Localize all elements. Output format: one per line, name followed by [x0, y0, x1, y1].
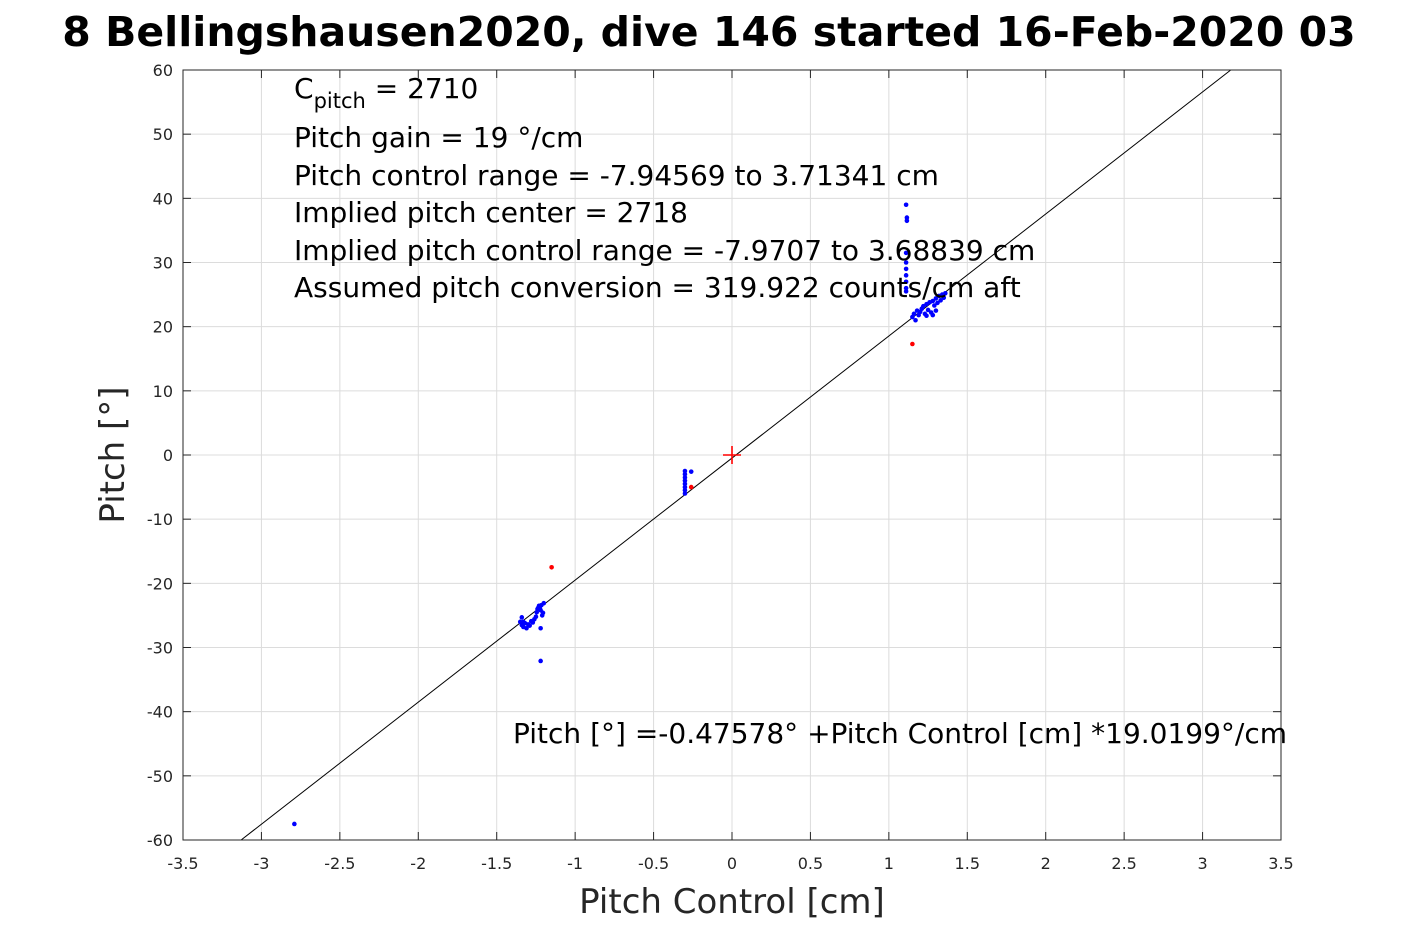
x-tick-label: 0 [727, 854, 737, 873]
data-point [541, 600, 547, 606]
data-point [903, 260, 909, 265]
chart-title: 8 Bellingshausen2020, dive 146 started 1… [62, 8, 1355, 56]
x-axis-label: Pitch Control [cm] [579, 882, 885, 922]
fit-equation-annotation: Pitch [°] =-0.47578° +Pitch Control [cm]… [513, 717, 1287, 750]
data-point [688, 469, 694, 474]
c-pitch-prefix: C [294, 72, 314, 105]
annotation-implied-pitch-center: Implied pitch center = 2718 [294, 196, 688, 229]
data-point [533, 614, 539, 619]
y-tick-label: -20 [147, 574, 173, 593]
x-tick-label: 2.5 [1111, 854, 1136, 873]
data-point [930, 298, 936, 304]
data-point [903, 202, 909, 208]
data-point [933, 308, 939, 313]
data-point [925, 307, 931, 313]
y-tick-label: 40 [153, 189, 173, 208]
annotation-implied-pitch-control-range: Implied pitch control range = -7.9707 to… [294, 234, 1035, 267]
x-tick-labels: -3.5 -3 -2.5 -2 -1.5 -1 -0.5 0 0.5 1 1.5 2 2.5 3 3.5 [167, 854, 1293, 873]
data-point [903, 279, 909, 285]
data-point [938, 298, 943, 303]
data-point [538, 625, 543, 631]
data-point [903, 273, 909, 278]
y-tick-label: 60 [153, 61, 173, 80]
x-tick-label: 0.5 [798, 854, 823, 873]
x-tick-label: 1.5 [955, 854, 980, 873]
data-points-group [292, 202, 948, 827]
c-pitch-annotation: Cpitch = 2710 [294, 72, 478, 113]
y-tick-label: -30 [147, 639, 173, 658]
data-point [932, 303, 937, 308]
data-point [682, 468, 688, 474]
data-point [521, 619, 526, 625]
x-tick-label: -3 [253, 854, 269, 873]
data-point [524, 625, 529, 631]
annotation-pitch-gain: Pitch gain = 19 °/cm [294, 121, 583, 154]
x-tick-label: -0.5 [638, 854, 669, 873]
data-point [682, 471, 688, 477]
x-tick-label: 2 [1041, 854, 1051, 873]
y-tick-labels: -60 -50 -40 -30 -20 -10 0 10 20 30 40 50 60 [147, 61, 173, 850]
data-point [688, 484, 694, 490]
data-point [933, 296, 939, 301]
data-point [941, 295, 947, 301]
data-point [904, 218, 910, 224]
data-point [911, 311, 917, 317]
data-point [682, 481, 688, 487]
x-tick-label: -1.5 [481, 854, 512, 873]
data-point [682, 484, 688, 490]
data-point [935, 300, 940, 306]
y-tick-label: 10 [153, 382, 173, 401]
data-point [924, 313, 929, 319]
y-tick-label: 0 [163, 446, 173, 465]
y-tick-label: 30 [153, 254, 173, 273]
data-point [682, 478, 688, 483]
x-tick-label: 3.5 [1268, 854, 1293, 873]
data-point [540, 610, 546, 616]
axis-ticks [182, 69, 1282, 841]
data-point [904, 215, 910, 220]
data-point [903, 285, 909, 291]
data-point [682, 487, 688, 493]
data-point [903, 266, 909, 272]
x-tick-label: 3 [1197, 854, 1207, 873]
x-tick-label: -2.5 [324, 854, 355, 873]
data-point [910, 341, 915, 347]
y-tick-label: 50 [153, 125, 173, 144]
data-point [903, 250, 909, 256]
x-tick-label: -2 [410, 854, 426, 873]
x-tick-label: -3.5 [167, 854, 198, 873]
y-tick-label: -50 [147, 767, 173, 786]
data-point [527, 623, 532, 628]
data-point [519, 615, 525, 620]
y-axis-label: Pitch [°] [93, 386, 133, 523]
center-marker-group [723, 446, 741, 464]
data-point [903, 289, 909, 294]
annotation-pitch-control-range: Pitch control range = -7.94569 to 3.7134… [294, 159, 939, 192]
data-point [930, 312, 936, 318]
annotation-assumed-pitch-conversion: Assumed pitch conversion = 319.922 count… [294, 271, 1021, 304]
c-pitch-value: = 2710 [366, 72, 479, 105]
x-tick-label: -1 [567, 854, 583, 873]
data-point [682, 475, 688, 480]
y-tick-label: 20 [153, 318, 173, 337]
data-point [682, 491, 688, 496]
y-tick-label: -10 [147, 510, 173, 529]
data-point [913, 317, 918, 323]
data-point [943, 291, 948, 296]
y-tick-label: -60 [147, 831, 173, 850]
data-point [292, 821, 297, 827]
x-tick-label: 1 [884, 854, 894, 873]
data-point [538, 658, 543, 664]
y-tick-label: -40 [147, 703, 173, 722]
data-point [549, 564, 554, 570]
c-pitch-subscript: pitch [314, 89, 366, 113]
